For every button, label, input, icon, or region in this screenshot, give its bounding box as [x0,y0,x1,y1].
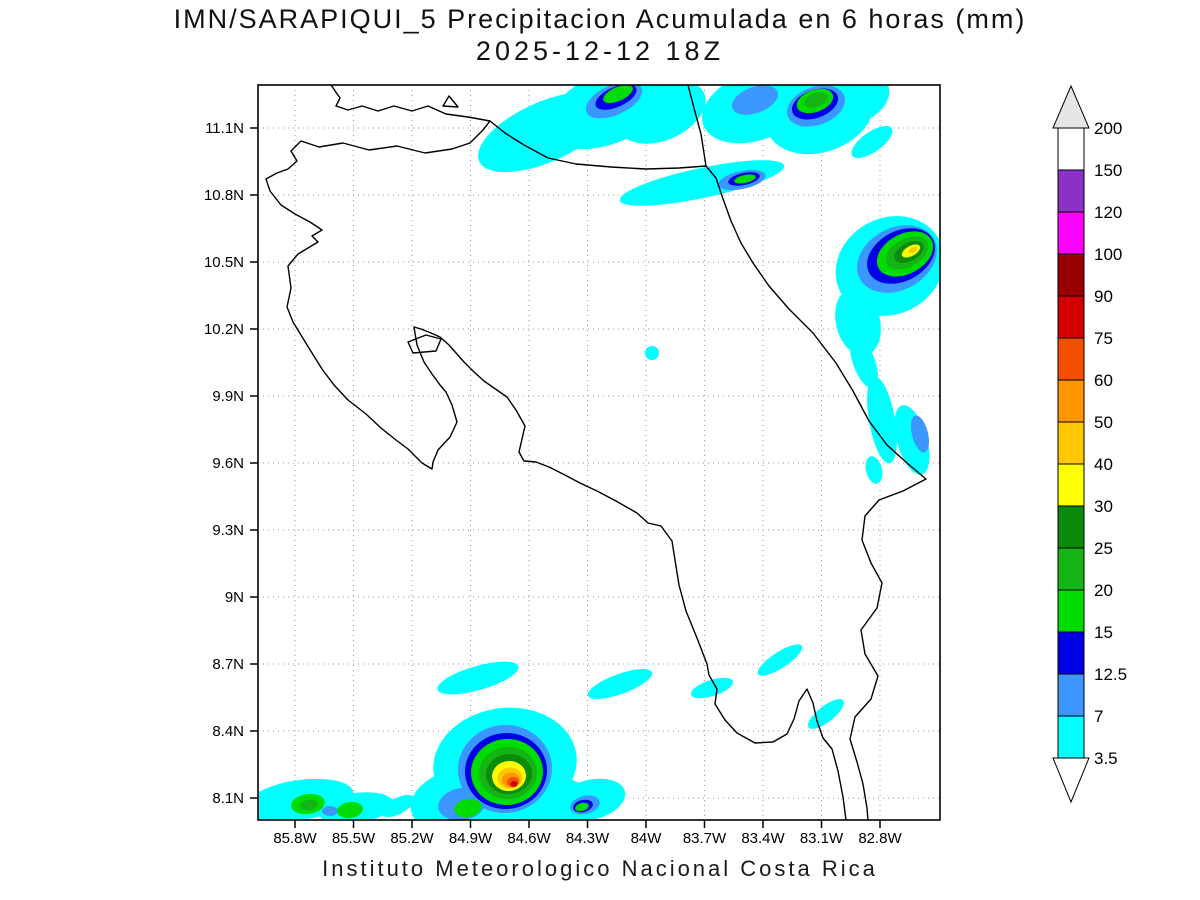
colorbar-down-arrow [1052,757,1090,804]
chart-subtitle: 2025-12-12 18Z [475,36,725,66]
precip-cell [437,661,519,695]
footer-caption: Instituto Meteorologico Nacional Costa R… [322,856,878,881]
precip-cell [867,376,897,464]
precip-cell [865,456,883,484]
x-tick-label: 84.6W [507,830,551,847]
colorbar-label: 100 [1094,245,1122,264]
colorbar-segment [1057,337,1085,381]
y-tick-label: 8.1N [212,790,244,807]
x-tick-label: 83.1W [800,830,844,847]
precip-cell [337,801,363,819]
y-tick-label: 9N [225,589,244,606]
precip-cell [910,415,930,453]
x-tick-label: 84.9W [449,830,493,847]
y-tick-label: 9.3N [212,522,244,539]
colorbar-label: 20 [1094,581,1113,600]
colorbar-segment [1057,463,1085,507]
x-tick-label: 84W [631,830,663,847]
colorbar-label: 90 [1094,287,1113,306]
colorbar: 200 150 120 100 90 75 60 50 40 30 25 20 15 12.5 7 3.5 [1052,84,1127,804]
axis-ticks-and-labels: 85.8W 85.5W 85.2W 84.9W 84.6W 84.3W 84W 83.7W 83… [204,120,903,847]
y-tick-label: 8.7N [212,656,244,673]
colorbar-segment [1057,421,1085,465]
plot-frame [257,84,941,821]
y-tick-label: 10.5N [204,254,244,271]
precip-cell [804,92,828,108]
y-tick-label: 9.9N [212,388,244,405]
coastlines [265,85,927,820]
x-tick-label: 83.4W [741,830,785,847]
y-tick-label: 10.8N [204,187,244,204]
colorbar-label: 40 [1094,455,1113,474]
precip-cell [807,699,845,729]
x-tick-label: 82.8W [858,830,902,847]
precip-cell [300,799,318,811]
precip-cell [618,85,706,144]
y-tick-label: 8.4N [212,723,244,740]
colorbar-label: 15 [1094,623,1113,642]
colorbar-segment [1057,505,1085,549]
colorbar-segment [1057,589,1085,633]
precip-cell [908,246,918,254]
precip-cell [690,677,734,699]
colorbar-segment [1057,631,1085,675]
colorbar-segment [1057,127,1085,171]
x-tick-label: 85.5W [332,830,376,847]
x-tick-label: 85.2W [390,830,434,847]
colorbar-segment [1057,379,1085,423]
colorbar-segment [1057,211,1085,255]
lake-island [442,95,459,108]
precip-cell [454,798,482,818]
colorbar-label: 150 [1094,161,1122,180]
chira-island [407,334,442,354]
colorbar-label: 25 [1094,539,1113,558]
colorbar-label: 200 [1094,119,1122,138]
precip-cell [851,125,893,159]
colorbar-segments [1057,127,1085,759]
x-tick-label: 84.3W [566,830,610,847]
precip-cell [835,288,881,356]
precip-cell [619,160,785,206]
precip-cell [381,794,415,818]
precip-cell [322,806,338,816]
colorbar-label: 50 [1094,413,1113,432]
colorbar-up-arrow [1052,84,1090,129]
precip-cell [849,335,879,389]
precip-cell [757,644,803,676]
x-tick-label: 83.7W [683,830,727,847]
colorbar-label: 7 [1094,707,1103,726]
precip-shading [258,85,940,820]
precip-cell [734,174,756,184]
precipitation-map: 85.8W 85.5W 85.2W 84.9W 84.6W 84.3W 84W 83.7W 83… [204,84,941,847]
colorbar-segment [1057,715,1085,759]
precip-cell [587,669,653,699]
precip-cell [732,85,778,115]
colorbar-label: 12.5 [1094,665,1127,684]
colorbar-label: 75 [1094,329,1113,348]
precip-cell [645,346,659,360]
precip-cell [575,802,589,812]
colorbar-segment [1057,169,1085,213]
y-tick-label: 10.2N [204,321,244,338]
colorbar-segment [1057,295,1085,339]
colorbar-segment [1057,547,1085,591]
colorbar-label: 120 [1094,203,1122,222]
x-tick-label: 85.8W [273,830,317,847]
colorbar-label: 3.5 [1094,749,1118,768]
colorbar-segment [1057,673,1085,717]
chart-title: IMN/SARAPIQUI_5 Precipitacion Acumulada … [173,4,1027,34]
precip-cell [510,781,518,787]
costa-rica-outline [265,120,927,820]
y-tick-label: 11.1N [205,120,244,137]
y-tick-label: 9.6N [212,455,244,472]
colorbar-segment [1057,253,1085,297]
colorbar-label: 60 [1094,371,1113,390]
colorbar-labels: 200 150 120 100 90 75 60 50 40 30 25 20 15 12.5 7 3.5 [1094,119,1127,768]
colorbar-label: 30 [1094,497,1113,516]
precip-cell [603,85,633,104]
precip-cell [258,803,279,820]
